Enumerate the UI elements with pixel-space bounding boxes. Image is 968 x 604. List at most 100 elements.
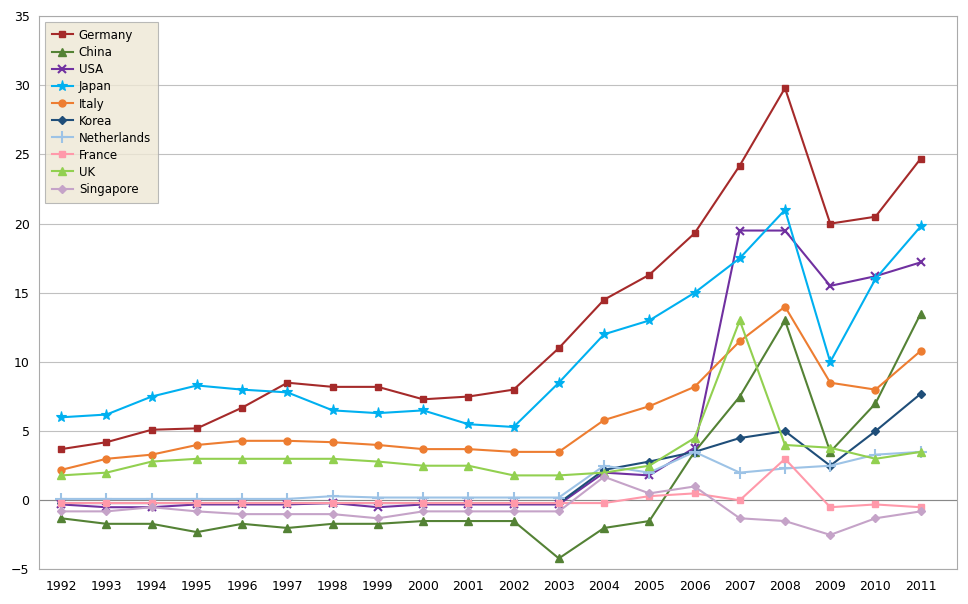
USA (327, 500, 339, 507)
Japan (236, 386, 248, 393)
Netherlands (417, 494, 429, 501)
Japan (146, 393, 158, 400)
France (55, 500, 67, 507)
China (734, 393, 745, 400)
USA (825, 282, 836, 289)
Netherlands (463, 494, 474, 501)
China (372, 520, 383, 527)
China (644, 518, 655, 525)
UK (688, 434, 700, 442)
Singapore (598, 473, 610, 480)
Singapore (508, 508, 520, 515)
Germany (508, 386, 520, 393)
Netherlands (553, 494, 564, 501)
Italy (734, 338, 745, 345)
Germany (417, 396, 429, 403)
France (508, 500, 520, 507)
Germany (598, 296, 610, 303)
Singapore (55, 508, 67, 515)
France (101, 500, 112, 507)
Germany (915, 155, 926, 162)
Netherlands (598, 462, 610, 469)
Japan (644, 317, 655, 324)
China (779, 317, 791, 324)
Singapore (915, 508, 926, 515)
China (417, 518, 429, 525)
France (417, 500, 429, 507)
Japan (508, 423, 520, 431)
Japan (327, 406, 339, 414)
Singapore (327, 510, 339, 518)
Japan (734, 254, 745, 262)
Singapore (688, 483, 700, 490)
France (779, 455, 791, 463)
UK (779, 442, 791, 449)
Line: USA: USA (57, 226, 924, 512)
Netherlands (779, 465, 791, 472)
Italy (869, 386, 881, 393)
Korea (55, 500, 67, 507)
USA (236, 501, 248, 508)
Italy (825, 379, 836, 387)
USA (644, 472, 655, 479)
Singapore (191, 508, 202, 515)
China (55, 515, 67, 522)
Germany (553, 344, 564, 352)
Netherlands (55, 495, 67, 503)
Netherlands (869, 451, 881, 458)
France (598, 500, 610, 507)
Japan (101, 411, 112, 418)
France (644, 492, 655, 500)
USA (553, 501, 564, 508)
Italy (55, 466, 67, 474)
China (282, 524, 293, 532)
France (191, 500, 202, 507)
Korea (146, 500, 158, 507)
USA (598, 469, 610, 477)
USA (869, 272, 881, 280)
France (825, 504, 836, 511)
Germany (734, 162, 745, 169)
China (463, 518, 474, 525)
Italy (508, 448, 520, 455)
Singapore (825, 532, 836, 539)
Netherlands (282, 495, 293, 503)
Korea (598, 466, 610, 474)
Netherlands (101, 495, 112, 503)
Italy (644, 403, 655, 410)
Italy (779, 303, 791, 310)
Line: Korea: Korea (58, 391, 923, 506)
China (327, 520, 339, 527)
Japan (869, 275, 881, 283)
Japan (779, 206, 791, 213)
China (598, 524, 610, 532)
Korea (644, 458, 655, 465)
France (236, 500, 248, 507)
Italy (915, 347, 926, 355)
Line: Italy: Italy (58, 303, 924, 474)
Italy (598, 416, 610, 423)
UK (463, 462, 474, 469)
Italy (688, 384, 700, 391)
Japan (282, 389, 293, 396)
Line: Germany: Germany (58, 85, 924, 452)
UK (734, 317, 745, 324)
Germany (282, 379, 293, 387)
China (236, 520, 248, 527)
Netherlands (146, 495, 158, 503)
UK (372, 458, 383, 465)
UK (327, 455, 339, 463)
Netherlands (644, 469, 655, 477)
France (869, 501, 881, 508)
UK (869, 455, 881, 463)
UK (236, 455, 248, 463)
Korea (372, 500, 383, 507)
China (825, 448, 836, 455)
Singapore (282, 510, 293, 518)
France (734, 496, 745, 504)
Line: UK: UK (57, 316, 924, 480)
Japan (915, 223, 926, 230)
Netherlands (825, 462, 836, 469)
USA (282, 501, 293, 508)
Singapore (146, 504, 158, 511)
